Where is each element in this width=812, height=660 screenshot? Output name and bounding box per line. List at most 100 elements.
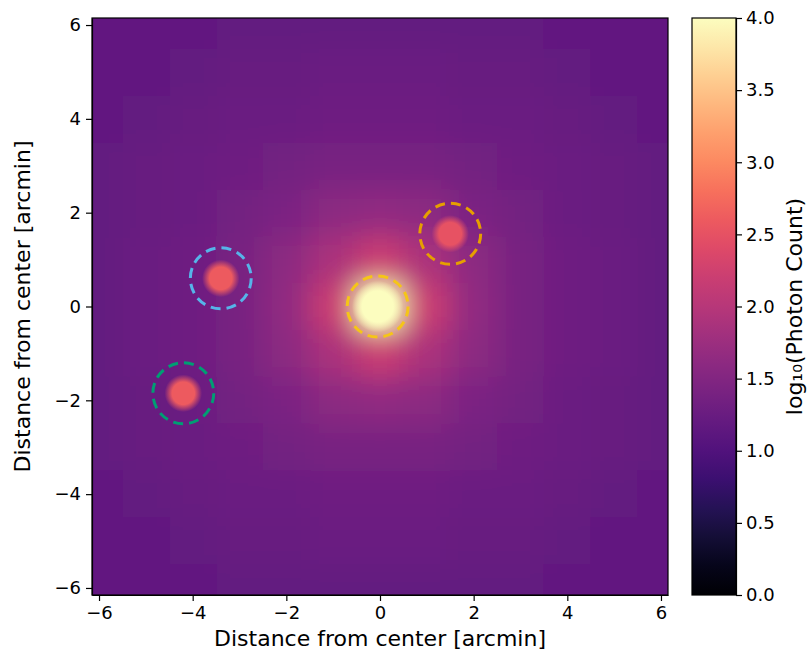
cell bbox=[638, 377, 668, 424]
tick-label: 1.5 bbox=[746, 368, 775, 389]
cell bbox=[263, 189, 310, 236]
tick: 0 bbox=[70, 296, 92, 317]
cell bbox=[263, 142, 310, 189]
cell bbox=[544, 330, 591, 377]
cell bbox=[216, 330, 263, 377]
cell bbox=[216, 565, 263, 595]
tick-mark bbox=[736, 234, 742, 235]
cell bbox=[310, 518, 357, 565]
source bbox=[432, 215, 469, 253]
cell bbox=[310, 283, 357, 330]
cell bbox=[544, 565, 591, 595]
cell bbox=[638, 236, 668, 283]
tick: −2 bbox=[274, 595, 301, 623]
tick-mark bbox=[380, 595, 381, 601]
y-axis-title: Distance from center [arcmin] bbox=[10, 141, 35, 473]
tick-label: −6 bbox=[86, 602, 113, 623]
cell bbox=[638, 18, 668, 49]
cell bbox=[122, 48, 169, 95]
aperture-ring bbox=[190, 248, 251, 309]
tick-label: 6 bbox=[656, 602, 667, 623]
cell bbox=[497, 377, 544, 424]
tick-label: 4 bbox=[70, 108, 81, 129]
cell bbox=[544, 48, 591, 95]
tick-mark bbox=[99, 595, 100, 601]
tick-mark bbox=[736, 523, 742, 524]
tick-mark bbox=[736, 451, 742, 452]
tick-mark bbox=[86, 400, 92, 401]
tick: 1.0 bbox=[736, 440, 775, 461]
cell bbox=[450, 565, 497, 595]
aperture-ring bbox=[420, 203, 481, 264]
cell bbox=[450, 18, 497, 49]
cell bbox=[92, 236, 123, 283]
tick-mark bbox=[86, 25, 92, 26]
tick-label: 0.5 bbox=[746, 512, 775, 533]
cell bbox=[403, 565, 450, 595]
cell bbox=[591, 518, 638, 565]
cell bbox=[310, 48, 357, 95]
cell bbox=[122, 565, 169, 595]
tick-label: 1.0 bbox=[746, 440, 775, 461]
cell bbox=[591, 565, 638, 595]
tick-label: 0.0 bbox=[746, 584, 775, 605]
cell bbox=[263, 330, 310, 377]
cell bbox=[450, 377, 497, 424]
cell bbox=[403, 471, 450, 518]
tick-mark bbox=[736, 306, 742, 307]
cell bbox=[591, 189, 638, 236]
cell bbox=[544, 95, 591, 142]
cell bbox=[497, 424, 544, 471]
tick-mark bbox=[86, 119, 92, 120]
cell bbox=[450, 142, 497, 189]
cell bbox=[310, 18, 357, 49]
cell bbox=[310, 330, 357, 377]
cell bbox=[638, 518, 668, 565]
tick: 6 bbox=[70, 14, 92, 35]
cell bbox=[497, 518, 544, 565]
cell bbox=[92, 95, 123, 142]
tick-mark bbox=[193, 595, 194, 601]
cell bbox=[169, 471, 216, 518]
tick-mark bbox=[86, 213, 92, 214]
cell bbox=[403, 330, 450, 377]
cell bbox=[497, 189, 544, 236]
cell bbox=[169, 565, 216, 595]
cell bbox=[310, 95, 357, 142]
cell bbox=[357, 377, 404, 424]
tick: −6 bbox=[86, 595, 113, 623]
cell bbox=[169, 330, 216, 377]
tick: 4.0 bbox=[736, 7, 775, 28]
cell bbox=[544, 283, 591, 330]
tick: 0 bbox=[375, 595, 386, 623]
tick-mark bbox=[567, 595, 568, 601]
cell bbox=[357, 18, 404, 49]
tick: −6 bbox=[54, 577, 92, 598]
tick-label: −2 bbox=[274, 602, 301, 623]
tick: 0.5 bbox=[736, 512, 775, 533]
tick: 2.5 bbox=[736, 224, 775, 245]
cell bbox=[216, 142, 263, 189]
cell bbox=[357, 142, 404, 189]
source bbox=[352, 281, 404, 333]
cell bbox=[357, 330, 404, 377]
cell bbox=[122, 95, 169, 142]
cell bbox=[263, 48, 310, 95]
aperture-ring bbox=[347, 276, 408, 337]
cell bbox=[169, 18, 216, 49]
tick-mark bbox=[736, 595, 742, 596]
cell bbox=[544, 189, 591, 236]
cell bbox=[403, 518, 450, 565]
cell bbox=[92, 18, 123, 49]
cell bbox=[216, 18, 263, 49]
cell bbox=[497, 283, 544, 330]
tick: −2 bbox=[54, 390, 92, 411]
cell bbox=[169, 95, 216, 142]
tick: 2 bbox=[70, 202, 92, 223]
plot-frame bbox=[92, 18, 668, 595]
tick-label: 4.0 bbox=[746, 7, 775, 28]
tick-label: −2 bbox=[54, 390, 81, 411]
cell bbox=[357, 48, 404, 95]
tick-label: −6 bbox=[54, 577, 81, 598]
cell bbox=[638, 142, 668, 189]
